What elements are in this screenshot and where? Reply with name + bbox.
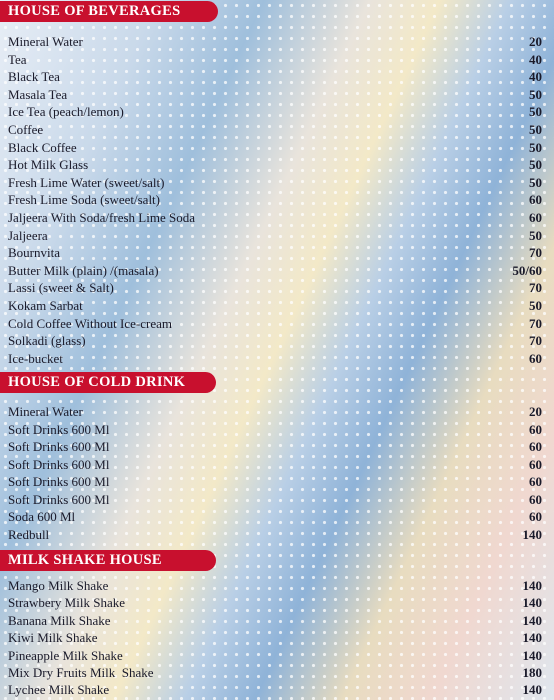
item-price: 70	[529, 280, 542, 296]
item-name: Cold Coffee Without Ice-cream	[8, 315, 172, 331]
item-name: Kiwi Milk Shake	[8, 630, 98, 646]
item-name: Soft Drinks 600 Ml	[8, 491, 110, 507]
item-price: 70	[529, 315, 542, 331]
section-title: MILK SHAKE HOUSE	[0, 550, 216, 571]
item-price: 70	[529, 333, 542, 349]
item-name: Kokam Sarbat	[8, 298, 83, 313]
item-name: Mineral Water	[8, 34, 83, 49]
item-name: Solkadi (glass)	[8, 333, 86, 349]
item-name: Butter Milk (plain) /(masala)	[8, 262, 159, 278]
item-name: Bournvita	[8, 245, 60, 261]
item-name: Lassi (sweet & Salt)	[8, 280, 114, 296]
item-price: 40	[529, 51, 542, 67]
item-name: Hot Milk Glass	[8, 157, 89, 173]
item-name: Black Coffee	[8, 139, 77, 155]
item-name: Soft Drinks 600 Ml	[8, 456, 110, 472]
item-price: 140	[522, 647, 543, 663]
item-name: Redbull	[8, 526, 50, 542]
item-name: Strawbery Milk Shake	[8, 595, 125, 611]
item-price: 60	[529, 439, 542, 454]
item-price: 20	[529, 34, 542, 49]
item-price: 60	[529, 491, 542, 507]
item-name: Ice-bucket	[8, 350, 63, 366]
item-price: 140	[522, 682, 543, 698]
section-title: HOUSE OF BEVERAGES	[0, 1, 218, 22]
item-price: 50	[529, 298, 542, 313]
item-price: 140	[522, 578, 543, 593]
item-price: 50	[529, 139, 542, 155]
item-name: Coffee	[8, 122, 44, 137]
item-price: 60	[529, 509, 542, 524]
item-price: 50	[529, 86, 542, 102]
item-name: Lychee Milk Shake	[8, 682, 110, 698]
item-name: Soft Drinks 600 Ml	[8, 439, 110, 454]
item-name: Tea	[8, 51, 27, 67]
item-name: Soft Drinks 600 Ml	[8, 421, 110, 437]
item-name: Banana Milk Shake	[8, 612, 111, 628]
item-name: Soda 600 Ml	[8, 509, 76, 524]
item-price: 60	[529, 192, 542, 208]
item-price: 20	[529, 404, 542, 419]
item-name: Ice Tea (peach/lemon)	[8, 104, 124, 120]
section-title: HOUSE OF COLD DRINK	[0, 372, 216, 393]
item-name: Black Tea	[8, 69, 60, 85]
item-price: 180	[522, 665, 543, 680]
item-price: 50	[529, 122, 542, 137]
item-price: 60	[529, 474, 542, 489]
item-name: Soft Drinks 600 Ml	[8, 474, 110, 489]
item-name: Mix Dry Fruits Milk Shake	[8, 665, 154, 680]
item-price: 140	[522, 526, 543, 542]
item-price: 140	[522, 595, 543, 611]
item-price: 40	[529, 69, 542, 85]
item-price: 70	[529, 245, 542, 261]
item-price: 50	[529, 227, 542, 243]
item-price: 50/60	[512, 262, 542, 278]
item-price: 60	[529, 421, 542, 437]
item-price: 60	[529, 456, 542, 472]
item-name: Mango Milk Shake	[8, 578, 109, 593]
item-name: Jaljeera	[8, 227, 48, 243]
item-price: 50	[529, 104, 542, 120]
item-name: Jaljeera With Soda/fresh Lime Soda	[8, 210, 195, 225]
item-name: Pineapple Milk Shake	[8, 647, 123, 663]
item-price: 50	[529, 157, 542, 173]
item-price: 140	[522, 630, 543, 646]
item-price: 50	[529, 174, 542, 190]
item-name: Masala Tea	[8, 86, 68, 102]
item-price: 60	[529, 210, 542, 225]
item-name: Fresh Lime Water (sweet/salt)	[8, 174, 165, 190]
item-name: Fresh Lime Soda (sweet/salt)	[8, 192, 160, 208]
item-price: 140	[522, 612, 543, 628]
item-price: 60	[529, 350, 542, 366]
item-name: Mineral Water	[8, 404, 83, 419]
